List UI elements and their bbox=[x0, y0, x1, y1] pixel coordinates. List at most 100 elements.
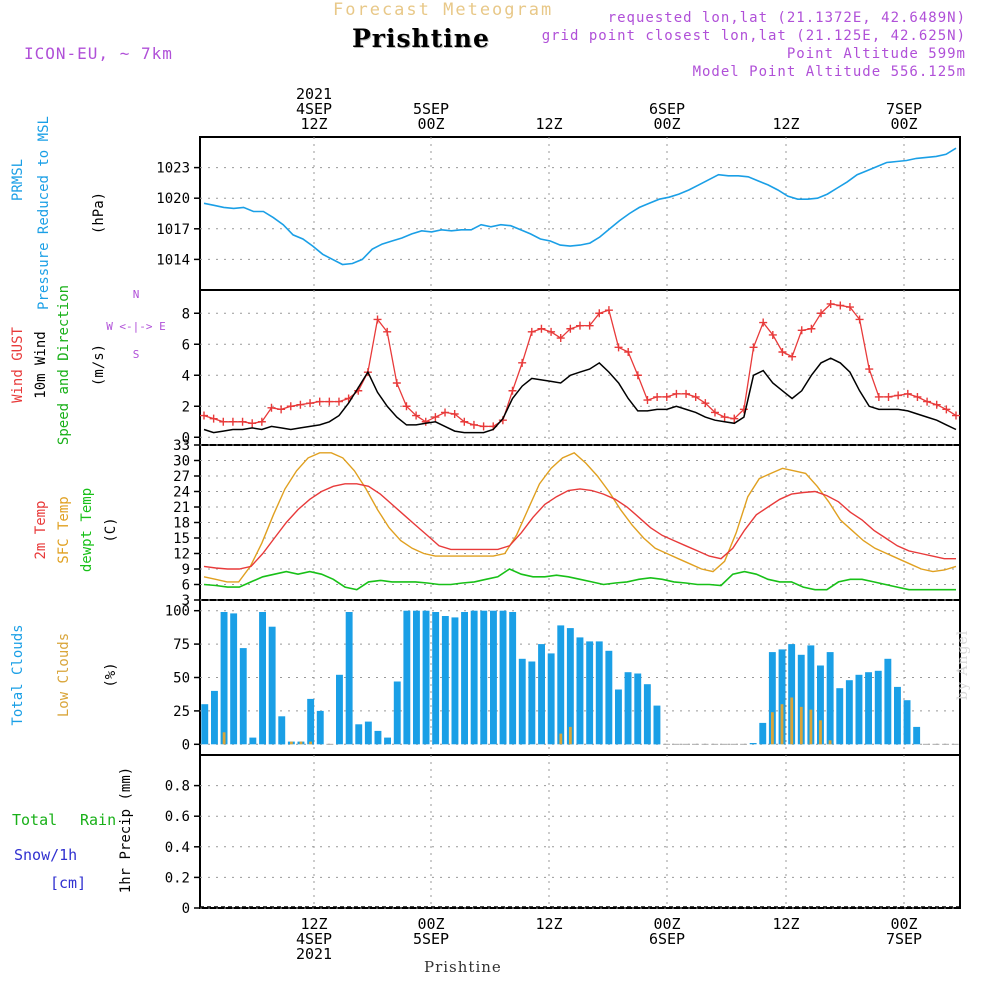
gust-marker bbox=[518, 358, 527, 367]
total-cloud-bar bbox=[480, 610, 488, 745]
pressure-label-2: Pressure Reduced to MSL bbox=[36, 116, 52, 310]
x-tick-label-top: 12Z bbox=[300, 115, 327, 133]
x-tick-label-top: 2021 bbox=[296, 85, 332, 103]
gust-marker bbox=[566, 324, 575, 333]
x-tick-label-top: 12Z bbox=[535, 115, 562, 133]
y-tick-label: 8 bbox=[182, 306, 190, 322]
total-cloud-bar bbox=[778, 649, 786, 745]
y-tick-label: 1014 bbox=[156, 252, 190, 268]
gust-marker bbox=[200, 411, 208, 420]
total-cloud-bar bbox=[393, 681, 401, 745]
gust-marker bbox=[508, 386, 517, 395]
total-cloud-bar bbox=[797, 654, 805, 745]
gust-marker bbox=[894, 391, 903, 400]
compass-north: N bbox=[133, 288, 140, 301]
gust-marker bbox=[797, 326, 806, 335]
x-tick-label-top: 5SEP bbox=[413, 100, 449, 118]
low-cloud-bar bbox=[828, 740, 832, 745]
total-cloud-bar bbox=[595, 641, 603, 745]
x-tick-label-top: 7SEP bbox=[886, 100, 922, 118]
y-tick-label: 25 bbox=[173, 704, 190, 720]
total-cloud-bar bbox=[470, 610, 478, 745]
total-cloud-bar bbox=[230, 613, 238, 745]
gust-marker bbox=[576, 321, 584, 330]
gust-marker bbox=[537, 324, 546, 333]
gust-marker bbox=[527, 327, 536, 336]
gust-marker bbox=[739, 405, 748, 414]
gust-marker bbox=[826, 299, 835, 308]
gust-marker bbox=[807, 324, 816, 333]
total-cloud-bar bbox=[557, 625, 565, 745]
total-cloud-bar bbox=[413, 610, 420, 745]
y-tick-label: 15 bbox=[173, 531, 190, 547]
total-cloud-bar bbox=[855, 674, 863, 745]
total-cloud-bar bbox=[884, 658, 892, 745]
dewpt-label: dewpt Temp bbox=[79, 488, 95, 572]
total-cloud-bar bbox=[441, 616, 449, 745]
gust-marker bbox=[585, 321, 594, 330]
requested-coords: requested lon,lat (21.1372E, 42.6489N) bbox=[607, 10, 966, 26]
x-tick-label-bottom: 12Z bbox=[535, 915, 562, 933]
x-tick-label-bottom: 12Z bbox=[300, 915, 327, 933]
y-tick-label: 1023 bbox=[156, 161, 190, 177]
total-cloud-bar bbox=[624, 672, 632, 745]
gust-marker bbox=[431, 413, 440, 422]
y-tick-label: 75 bbox=[173, 637, 190, 653]
legend-total: Total bbox=[12, 811, 57, 829]
gust-marker bbox=[662, 392, 671, 401]
y-tick-label: 0 bbox=[182, 901, 190, 917]
cloud-unit-label: (%) bbox=[103, 662, 119, 687]
low-cloud-bar bbox=[790, 697, 794, 745]
gust-marker bbox=[325, 397, 334, 406]
grid-point-coords: grid point closest lon,lat (21.125E, 42.… bbox=[541, 28, 966, 44]
total-cloud-bar bbox=[643, 684, 651, 745]
gust-marker bbox=[315, 397, 324, 406]
pressure-unit-label: (hPa) bbox=[91, 192, 107, 234]
total-cloud-bar bbox=[566, 628, 574, 745]
temp-unit-label: (C) bbox=[103, 517, 119, 542]
gust-marker bbox=[595, 309, 604, 318]
total-cloud-bar bbox=[422, 610, 430, 745]
gust-marker bbox=[624, 348, 633, 356]
total-cloud-bar bbox=[634, 673, 642, 745]
total-cloud-bar bbox=[653, 705, 661, 745]
x-tick-label-top: 6SEP bbox=[649, 100, 685, 118]
total-cloud-bar bbox=[268, 626, 276, 745]
total-cloud-bar bbox=[451, 617, 459, 745]
total-cloud-bar bbox=[759, 722, 767, 745]
gust-marker bbox=[643, 396, 652, 405]
y-tick-label: 3 bbox=[182, 593, 190, 609]
y-tick-label: 0.4 bbox=[165, 840, 190, 856]
gust-marker bbox=[855, 315, 864, 324]
gust-marker bbox=[604, 306, 613, 315]
y-tick-label: 0.8 bbox=[165, 779, 190, 795]
legend-snow: Snow/1h bbox=[14, 846, 77, 864]
total-cloud-bar bbox=[518, 658, 526, 745]
total-cloud-bar bbox=[211, 690, 218, 745]
total-cloud-bar bbox=[220, 612, 228, 745]
total-cloud-bar bbox=[586, 641, 594, 745]
low-cloud-bar bbox=[309, 741, 312, 745]
gust-marker bbox=[903, 389, 912, 398]
y-tick-label: 0.6 bbox=[165, 809, 190, 825]
total-cloud-bar bbox=[845, 680, 853, 745]
total-cloud-bar bbox=[903, 700, 911, 745]
total-cloud-bar bbox=[278, 716, 286, 745]
model-label: ICON-EU, ~ 7km bbox=[24, 44, 173, 63]
low-cloud-bar bbox=[299, 741, 303, 745]
low-cloud-bar bbox=[559, 733, 563, 745]
gust-marker bbox=[874, 392, 883, 401]
gust-marker bbox=[286, 402, 295, 411]
gust-marker bbox=[248, 419, 257, 428]
temp-2m-line bbox=[203, 483, 956, 570]
total-cloud-bar bbox=[538, 644, 545, 745]
wind-label: 10m Wind bbox=[33, 331, 49, 398]
gust-marker bbox=[267, 403, 276, 412]
gust-marker bbox=[228, 417, 237, 426]
wind-line bbox=[203, 357, 957, 434]
gust-marker bbox=[932, 400, 941, 409]
total-cloud-bar bbox=[403, 610, 411, 745]
gust-marker bbox=[788, 352, 797, 361]
gust-marker bbox=[412, 411, 421, 420]
y-tick-label: 21 bbox=[173, 500, 190, 516]
